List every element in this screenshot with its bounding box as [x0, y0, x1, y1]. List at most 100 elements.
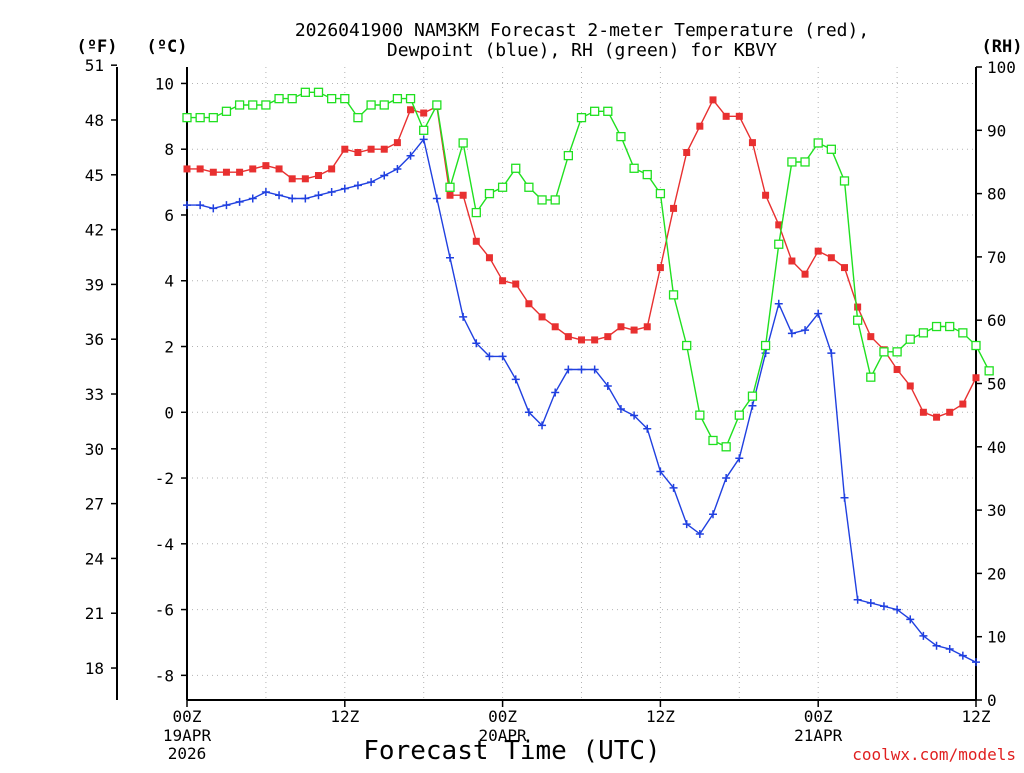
data-point	[458, 138, 468, 148]
data-point	[655, 188, 666, 199]
data-point	[656, 467, 665, 476]
data-point	[866, 372, 876, 382]
data-point	[564, 365, 573, 374]
data-point	[326, 94, 337, 104]
x-tick-label: 00Z	[804, 707, 833, 726]
data-point	[722, 112, 730, 120]
data-point	[801, 326, 810, 335]
data-point	[735, 112, 743, 120]
data-point	[695, 529, 704, 538]
data-point	[328, 165, 336, 173]
data-point	[932, 641, 941, 650]
data-point	[249, 165, 257, 173]
data-point	[288, 194, 297, 203]
data-point	[683, 148, 691, 156]
data-point	[893, 366, 901, 374]
data-point	[209, 204, 218, 213]
data-point	[814, 247, 822, 255]
data-point	[972, 658, 980, 667]
c-tick-label: 10	[155, 74, 174, 93]
rh-tick-label: 100	[987, 58, 1016, 77]
x-tick-label: 00Z	[488, 707, 517, 726]
data-point	[564, 333, 572, 341]
rh-tick-label: 80	[987, 185, 1006, 204]
data-point	[616, 404, 625, 413]
c-tick-label: -6	[155, 601, 174, 620]
c-tick-label: -4	[155, 535, 174, 554]
data-point	[209, 168, 217, 176]
series-2-meter-temperature	[183, 96, 980, 421]
axes	[111, 64, 982, 707]
data-point	[195, 112, 205, 123]
data-point	[840, 493, 849, 502]
data-point	[709, 96, 717, 104]
data-point	[275, 165, 283, 173]
x-tick-label: 12Z	[962, 707, 991, 726]
c-tick-label: -2	[155, 469, 174, 488]
data-point	[288, 175, 296, 183]
data-point	[367, 178, 376, 187]
data-point	[945, 321, 955, 332]
data-point	[405, 94, 416, 104]
rh-tick-label: 30	[987, 501, 1006, 520]
data-point	[275, 191, 284, 200]
data-point	[208, 112, 218, 123]
data-point	[366, 100, 376, 110]
data-point	[327, 187, 336, 196]
data-point	[591, 336, 599, 344]
rh-tick-label: 50	[987, 375, 1006, 394]
rh-tick-label: 70	[987, 248, 1006, 267]
f-tick-label: 30	[85, 440, 104, 459]
data-point	[984, 366, 994, 376]
data-point	[563, 150, 573, 161]
data-point	[301, 194, 310, 203]
c-tick-label: -8	[155, 666, 174, 685]
x-axis-label: Forecast Time (UTC)	[363, 736, 660, 766]
data-point	[445, 182, 455, 192]
data-point	[905, 334, 915, 344]
data-point	[484, 188, 495, 199]
data-point	[603, 381, 612, 390]
data-point	[867, 333, 875, 341]
data-point	[800, 157, 810, 167]
data-point	[722, 474, 731, 483]
data-point	[248, 100, 258, 110]
data-point	[222, 168, 230, 176]
grid-lines	[187, 67, 976, 700]
data-point	[709, 510, 717, 519]
data-point	[734, 410, 744, 420]
data-point	[432, 100, 442, 110]
f-tick-label: 18	[85, 659, 104, 678]
data-point	[918, 328, 929, 338]
chart-title-line2: Dewpoint (blue), RH (green) for KBVY	[387, 40, 777, 61]
data-point	[879, 602, 888, 611]
rh-tick-label: 90	[987, 121, 1006, 140]
data-point	[590, 365, 599, 374]
data-point	[340, 94, 350, 104]
c-tick-label: 2	[164, 338, 174, 357]
data-point	[407, 106, 415, 114]
data-point	[313, 87, 324, 97]
data-point	[499, 277, 507, 285]
rh-tick-label: 10	[987, 628, 1006, 647]
data-point	[774, 239, 784, 249]
data-point	[380, 145, 388, 153]
c-tick-label: 0	[164, 403, 174, 422]
data-point	[498, 352, 507, 361]
data-point	[380, 171, 389, 180]
data-point	[235, 197, 244, 206]
rh-tick-label: 40	[987, 438, 1006, 457]
data-point	[406, 151, 415, 160]
data-point	[813, 138, 823, 148]
data-point	[708, 435, 718, 446]
data-point	[643, 424, 652, 433]
data-point	[748, 139, 756, 147]
data-point	[525, 300, 533, 308]
data-point	[958, 651, 967, 660]
data-point	[668, 290, 679, 300]
data-point	[578, 336, 585, 344]
credit-link[interactable]: coolwx.com/models	[852, 745, 1016, 764]
series-dewpoint	[183, 135, 980, 667]
data-point	[972, 374, 980, 382]
